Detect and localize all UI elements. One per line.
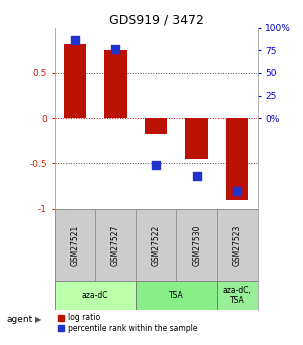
Text: GSM27523: GSM27523 <box>233 224 242 266</box>
Text: ▶: ▶ <box>35 315 41 324</box>
Point <box>235 188 240 193</box>
Text: GSM27527: GSM27527 <box>111 224 120 266</box>
Bar <box>64 44 86 118</box>
Bar <box>217 281 258 310</box>
Legend: log ratio, percentile rank within the sample: log ratio, percentile rank within the sa… <box>58 314 197 333</box>
Text: TSA: TSA <box>169 291 184 300</box>
Bar <box>104 50 127 118</box>
Text: GSM27522: GSM27522 <box>152 224 161 266</box>
Text: aza-dC: aza-dC <box>82 291 108 300</box>
Bar <box>145 118 167 135</box>
Bar <box>185 118 208 159</box>
Bar <box>136 209 176 281</box>
Bar <box>226 118 248 200</box>
Point <box>113 47 118 52</box>
Point <box>194 173 199 179</box>
Bar <box>176 209 217 281</box>
Bar <box>55 281 136 310</box>
Bar <box>95 209 136 281</box>
Bar <box>55 209 95 281</box>
Text: GSM27530: GSM27530 <box>192 224 201 266</box>
Text: aza-dC,
TSA: aza-dC, TSA <box>223 286 252 305</box>
Bar <box>217 209 258 281</box>
Title: GDS919 / 3472: GDS919 / 3472 <box>108 13 204 27</box>
Text: agent: agent <box>6 315 32 324</box>
Point <box>72 38 77 43</box>
Bar <box>136 281 217 310</box>
Text: GSM27521: GSM27521 <box>70 224 79 266</box>
Point <box>154 162 158 168</box>
